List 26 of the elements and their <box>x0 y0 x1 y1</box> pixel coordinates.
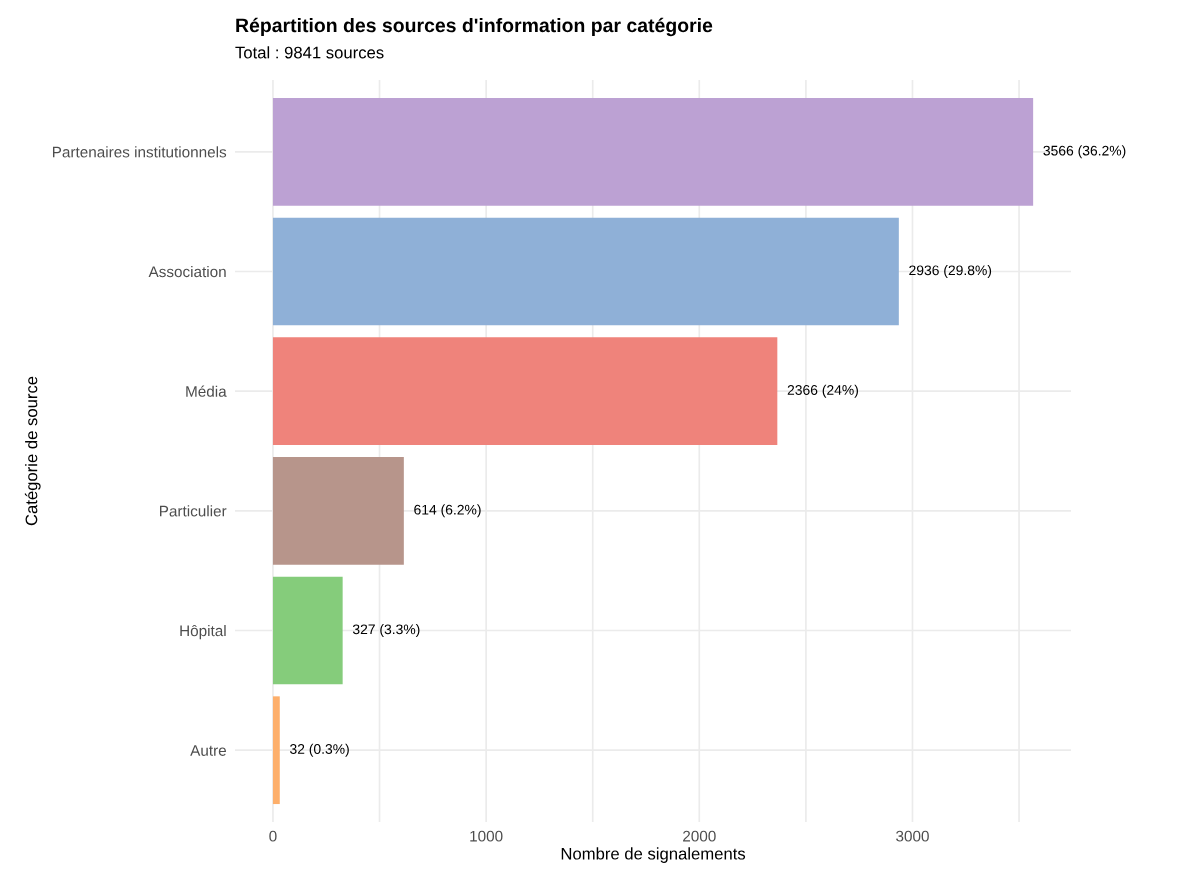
data-label: 32 (0.3%) <box>290 743 349 757</box>
x-tick-label: 0 <box>269 830 277 842</box>
y-tick-label: Autre <box>190 745 226 756</box>
chart-title: Répartition des sources d'information par catégorie <box>236 17 713 37</box>
bar <box>272 576 343 685</box>
y-tick-label: Particulier <box>160 505 227 517</box>
data-label: 2366 (24%) <box>787 384 858 398</box>
bar <box>272 337 778 446</box>
x-tick-label: 1000 <box>470 830 503 842</box>
data-label: 2936 (29.8%) <box>909 265 992 278</box>
data-label: 3566 (36.2%) <box>1043 145 1126 159</box>
y-tick-label: Hôpital <box>180 624 226 640</box>
x-tick-label: 2000 <box>683 830 716 842</box>
y-tick-label: Média <box>186 385 227 397</box>
chart-subtitle: Total : 9841 sources <box>235 46 384 59</box>
x-axis-title: Nombre de signalements <box>561 847 746 863</box>
x-tick-label: 3000 <box>896 830 929 842</box>
bar <box>272 456 404 565</box>
data-label: 614 (6.2%) <box>414 504 481 518</box>
y-tick-label: Association <box>148 265 226 278</box>
y-axis-title: Catégorie de source <box>24 376 41 526</box>
bar <box>272 696 280 805</box>
bar <box>272 217 899 326</box>
bar <box>272 97 1034 206</box>
data-label: 327 (3.3%) <box>352 624 420 637</box>
y-tick-label: Partenaires institutionnels <box>52 146 227 158</box>
